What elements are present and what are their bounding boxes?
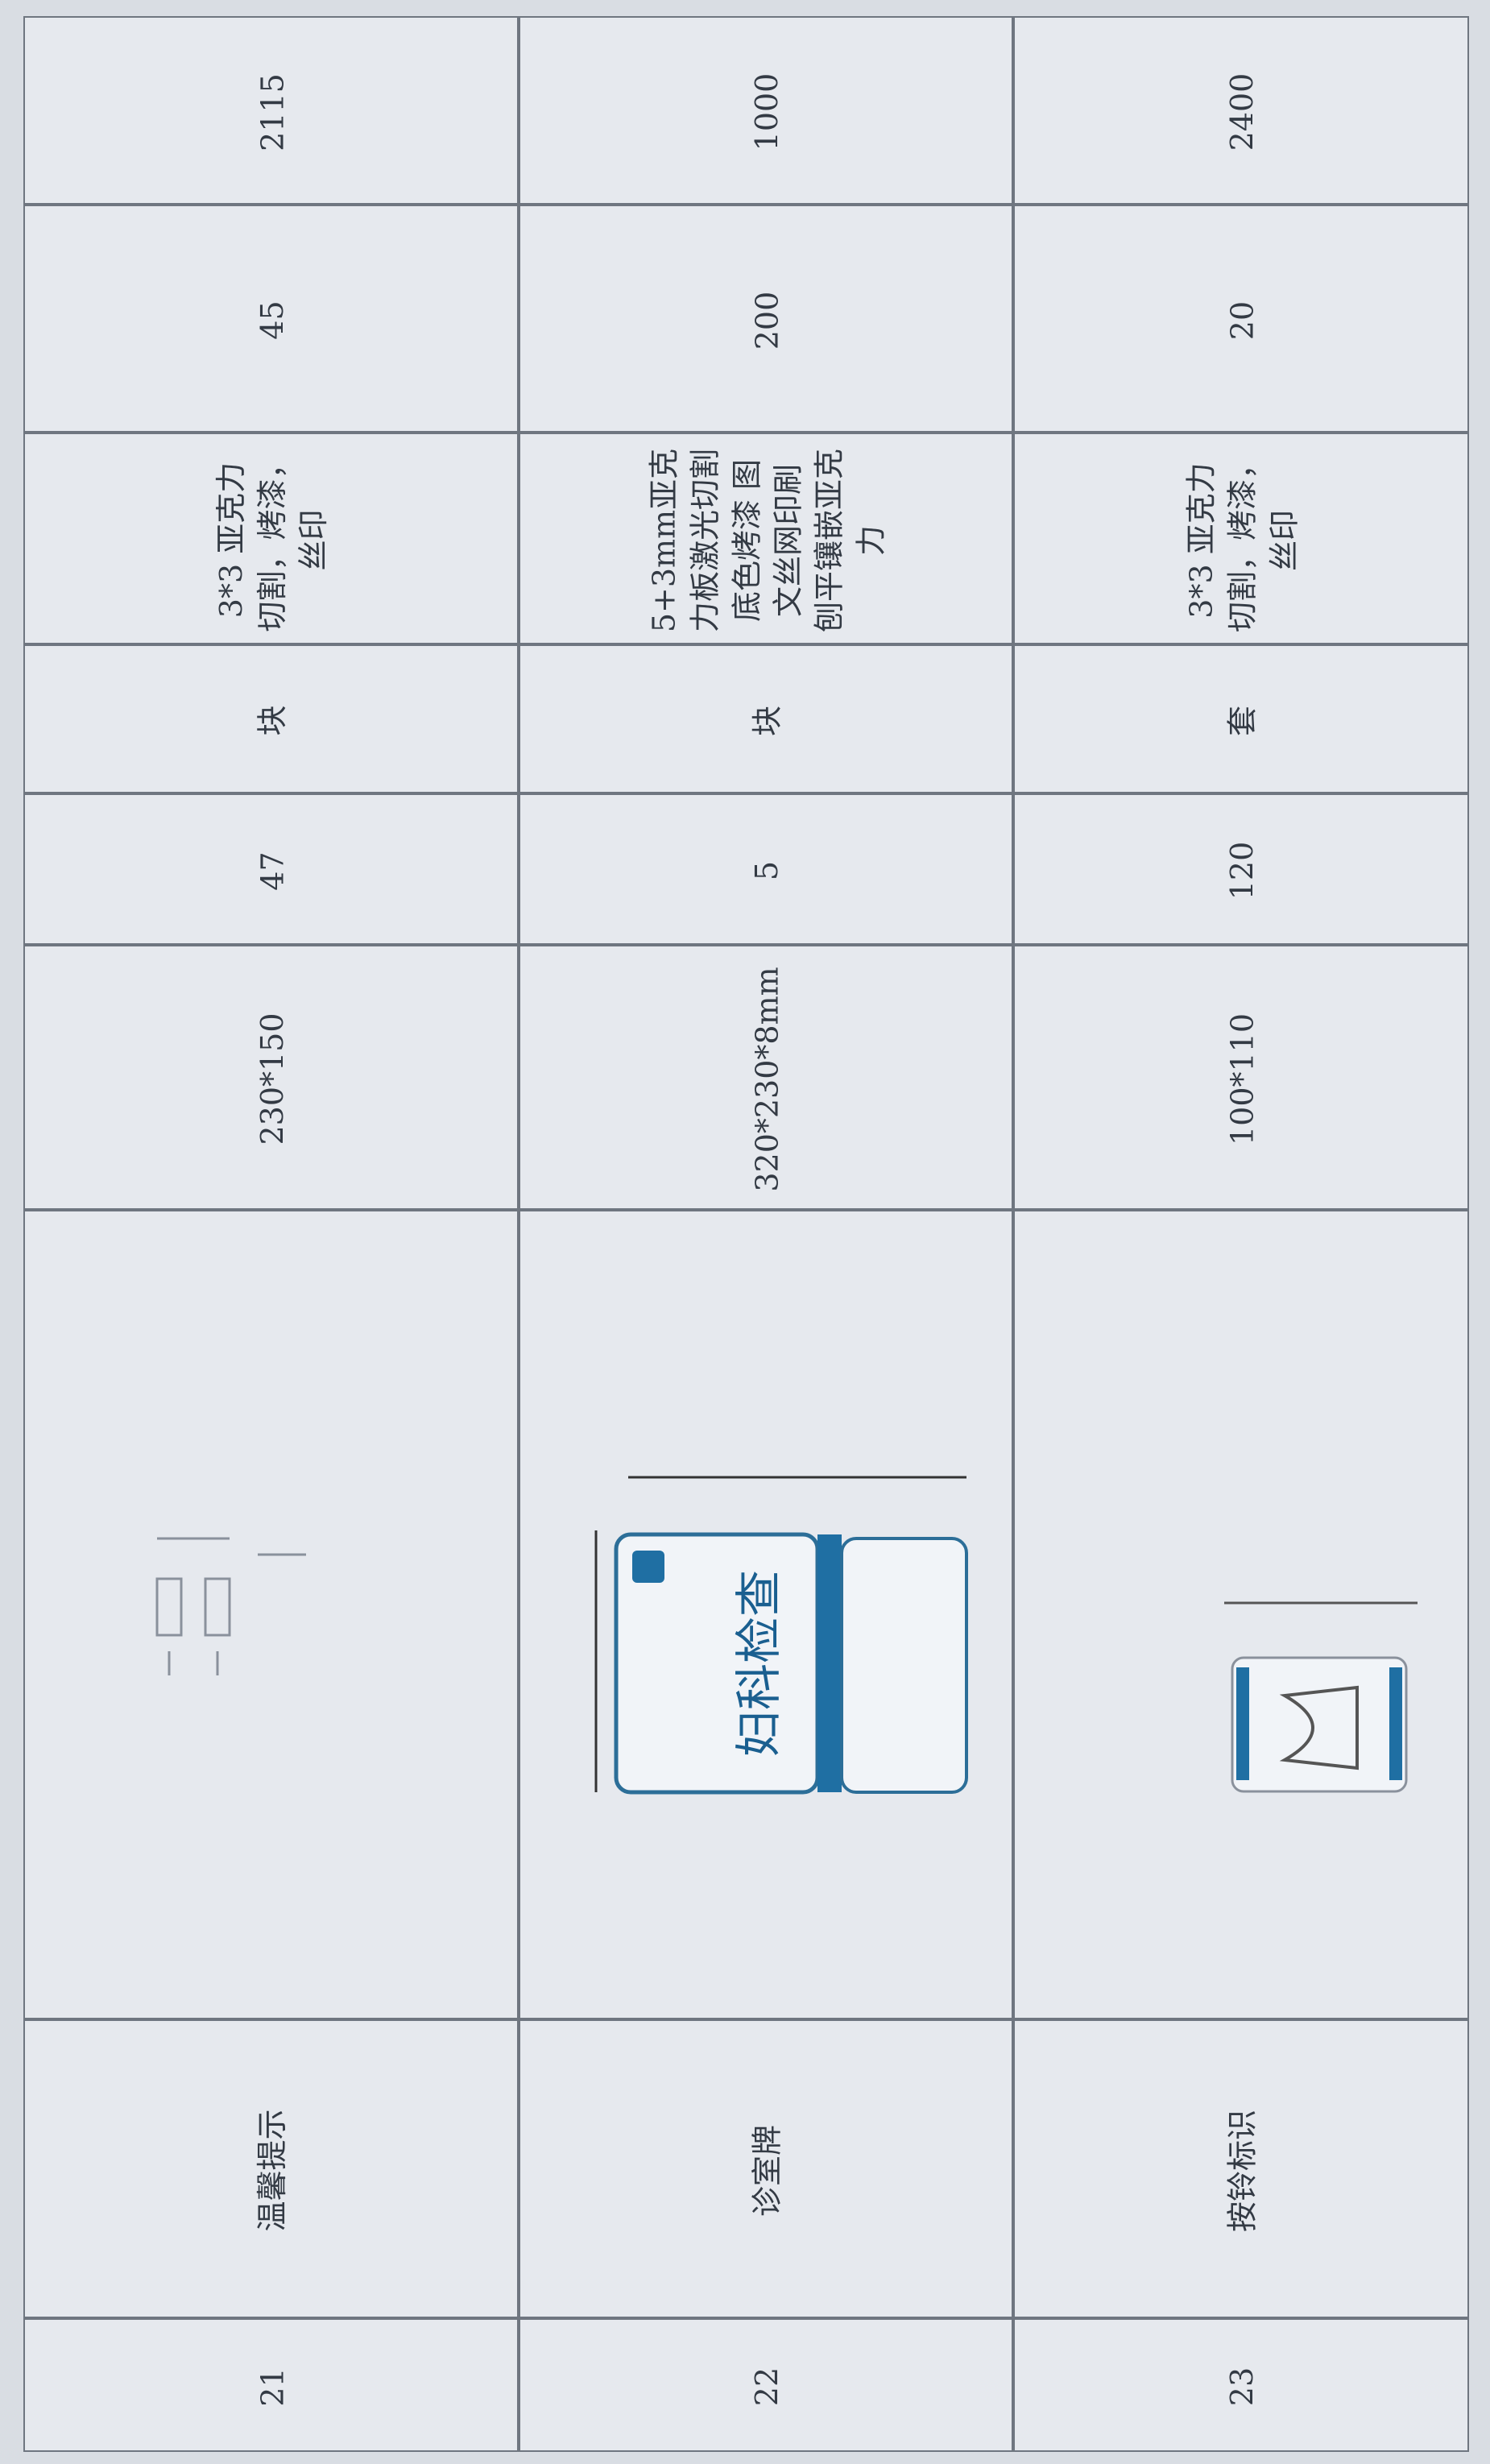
table-cell: 21 xyxy=(23,2318,519,2452)
bell-sketch xyxy=(1224,1601,1418,1793)
table-cell: 套 xyxy=(1013,644,1469,793)
image-cell xyxy=(1013,1210,1469,2019)
table-cell: 45 xyxy=(23,205,519,433)
table-cell: 47 xyxy=(23,793,519,945)
table-cell: 200 xyxy=(519,205,1013,433)
door-sign-sketch: 妇科检查 xyxy=(594,1476,968,1795)
table-cell: 诊室牌 xyxy=(519,2019,1013,2318)
table-cell: 23 xyxy=(1013,2318,1469,2452)
table-cell: 22 xyxy=(519,2318,1013,2452)
image-cell xyxy=(23,1210,519,2019)
table-cell: 2400 xyxy=(1013,16,1469,205)
table-cell: 块 xyxy=(23,644,519,793)
table-cell: 温馨提示 xyxy=(23,2019,519,2318)
table-cell: 5+3mm亚克力板激光切割 底色烤漆 图文丝网印刷 刨平镶嵌亚克力 xyxy=(519,433,1013,644)
table-cell: 20 xyxy=(1013,205,1469,433)
table-cell: 3*3 亚克力切割，烤漆，丝印 xyxy=(1013,433,1469,644)
warm-tip-sketch xyxy=(155,1537,306,1675)
table-cell: 2115 xyxy=(23,16,519,205)
table-cell: 1000 xyxy=(519,16,1013,205)
table-cell: 100*110 xyxy=(1013,945,1469,1210)
table-cell: 5 xyxy=(519,793,1013,945)
sign-label: 妇科检查 xyxy=(731,1570,786,1757)
table-cell: 120 xyxy=(1013,793,1469,945)
table-cell: 块 xyxy=(519,644,1013,793)
table-cell: 320*230*8mm xyxy=(519,945,1013,1210)
table-cell: 按铃标识 xyxy=(1013,2019,1469,2318)
table-cell: 230*150 xyxy=(23,945,519,1210)
table-cell: 3*3 亚克力切割，烤漆，丝印 xyxy=(23,433,519,644)
